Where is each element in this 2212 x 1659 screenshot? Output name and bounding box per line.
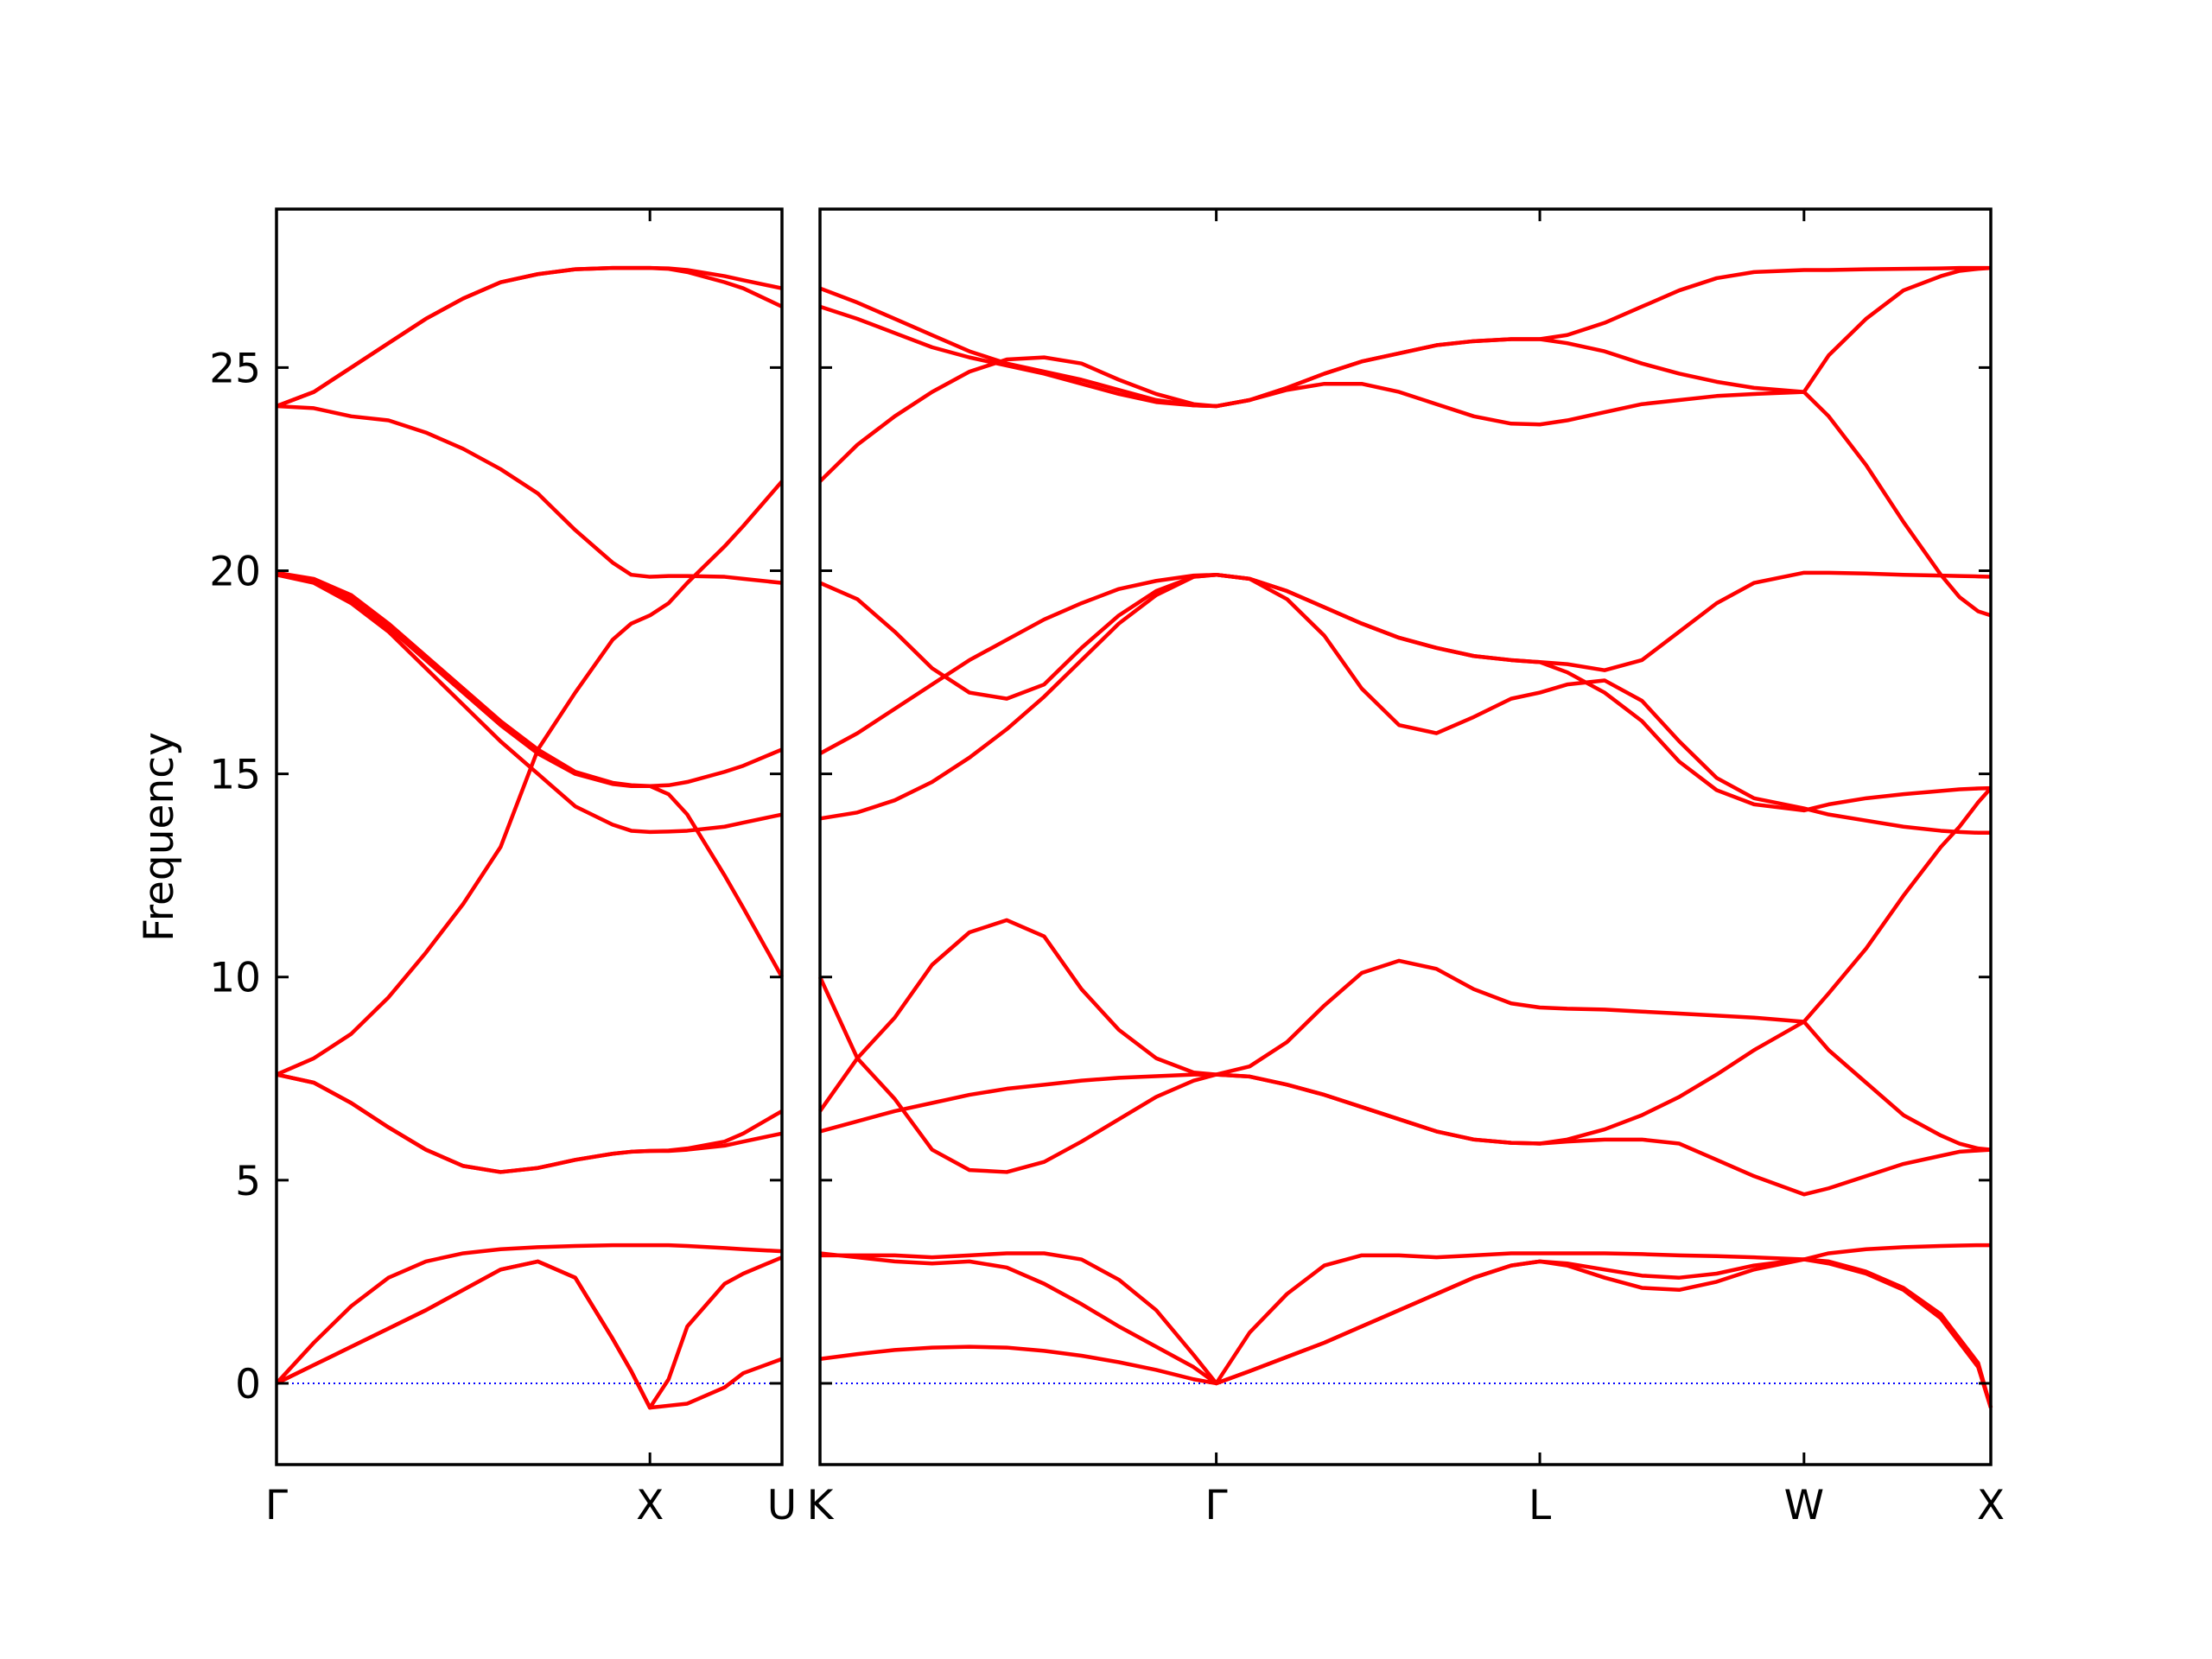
plot-frame [818, 207, 1993, 1466]
band-line [819, 1243, 1991, 1386]
band-line [817, 976, 1992, 1197]
band-line [819, 265, 1991, 409]
band-line [276, 573, 783, 835]
band-line [819, 265, 1992, 409]
band-line [818, 355, 1992, 618]
y-tick-label: 0 [235, 1361, 261, 1408]
band-line [276, 265, 783, 409]
y-tick-label: 15 [209, 752, 261, 799]
x-tick-label: L [1529, 1482, 1551, 1529]
band-line [818, 572, 1992, 813]
band-line [276, 1255, 783, 1410]
y-tick-label: 20 [209, 549, 261, 596]
band-line [819, 572, 1991, 836]
plot-frame [275, 207, 784, 1466]
band-line [275, 1243, 783, 1385]
band-line [819, 570, 1992, 701]
band-line [276, 1072, 783, 1174]
band-line [818, 786, 1993, 1113]
band-line [276, 1259, 783, 1410]
y-tick-label: 10 [209, 955, 261, 1002]
band-line [276, 572, 783, 788]
x-tick-label: Γ [265, 1482, 288, 1529]
band-line [820, 1251, 1993, 1408]
x-tick-label: K [807, 1482, 835, 1529]
x-tick-label: U [767, 1482, 797, 1529]
x-tick-label: Γ [1205, 1482, 1228, 1529]
x-tick-label: X [1977, 1482, 2005, 1529]
y-tick-label: 5 [235, 1158, 261, 1205]
x-tick-label: W [1784, 1482, 1824, 1529]
band-line [276, 1072, 784, 1174]
band-line [276, 265, 783, 409]
band-line [276, 570, 784, 978]
x-tick-label: X [636, 1482, 664, 1529]
band-line [819, 1257, 1993, 1408]
band-line [276, 480, 784, 1077]
band-line [819, 1020, 1992, 1152]
band-line [276, 404, 783, 585]
y-axis-label: Frequency [136, 732, 183, 942]
y-tick-label: 25 [209, 345, 261, 392]
